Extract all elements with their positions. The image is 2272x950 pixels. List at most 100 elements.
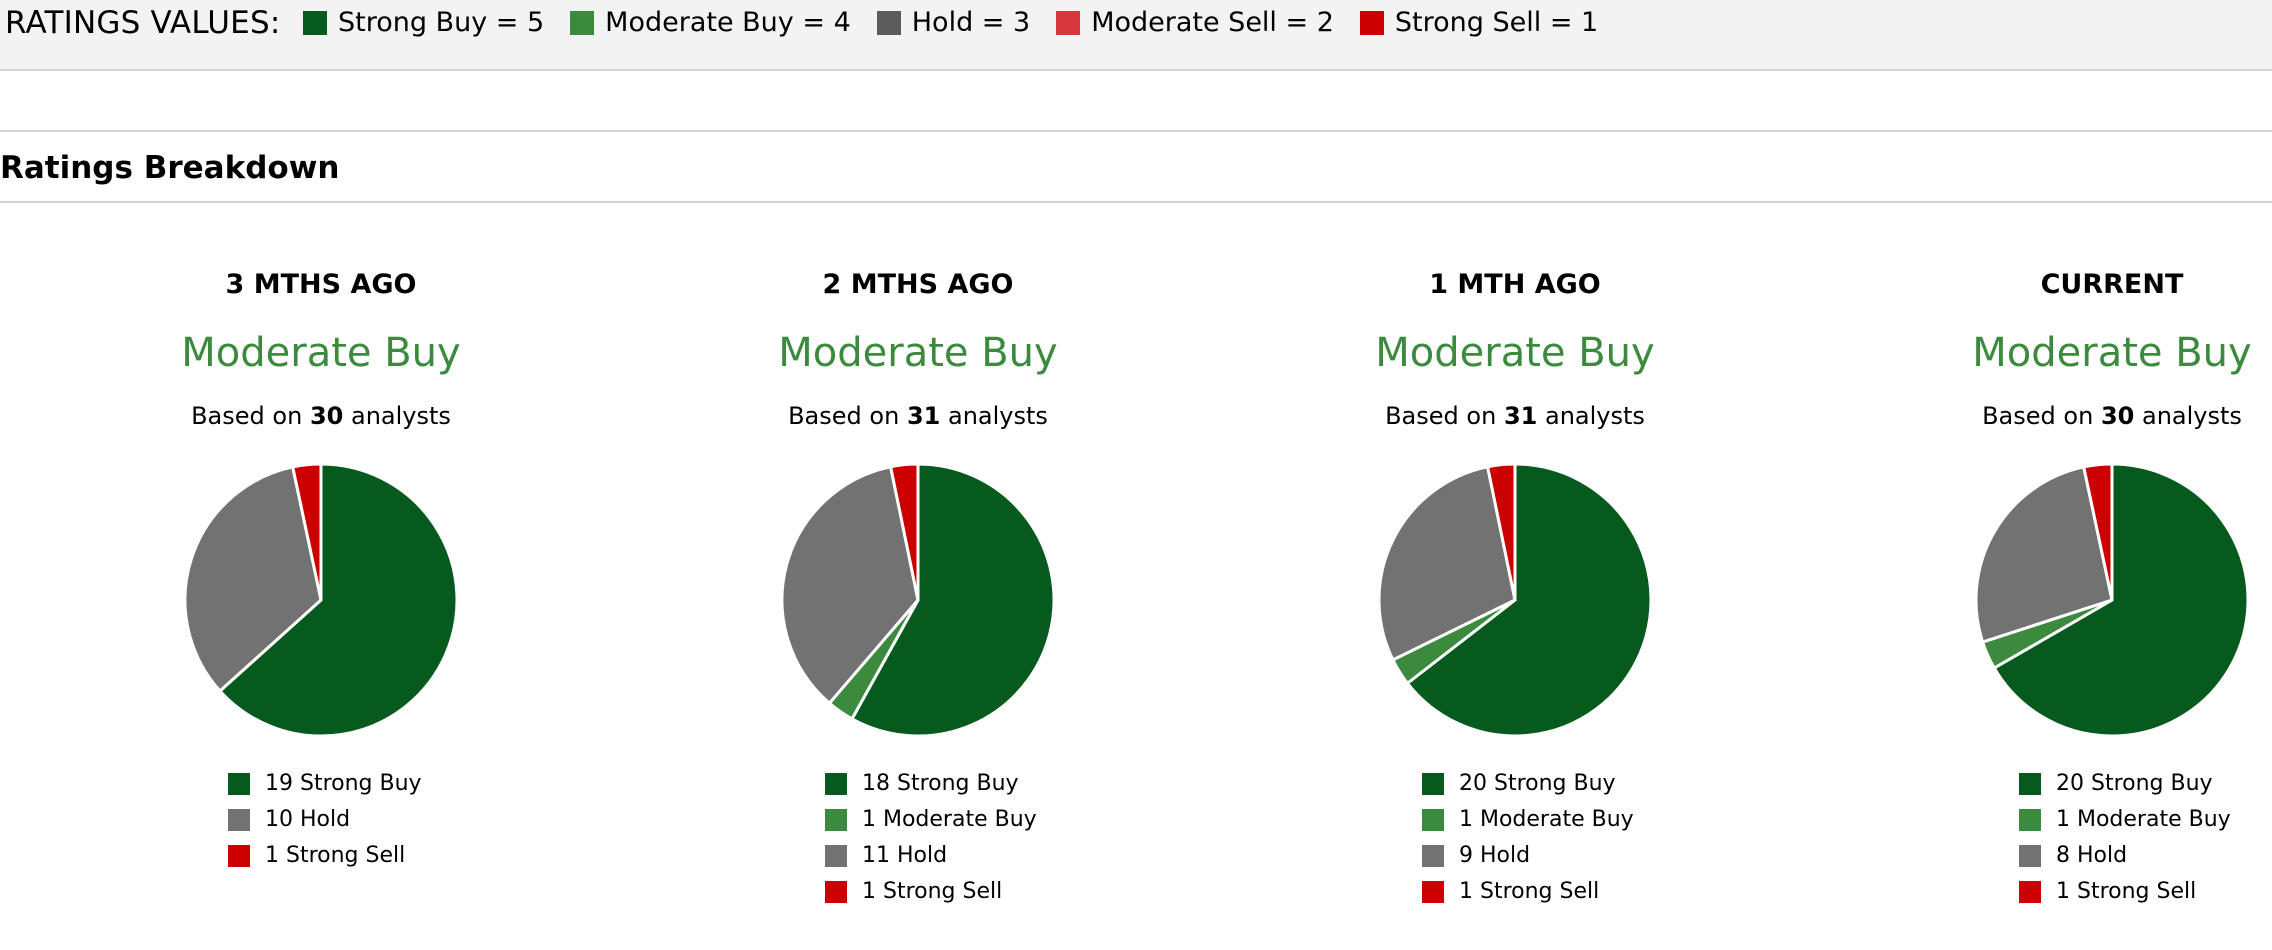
- ratings-values-legend: Strong Buy = 5 Moderate Buy = 4 Hold = 3…: [303, 2, 1624, 44]
- legend-item-strong-sell: 1 Strong Sell: [228, 838, 405, 874]
- analyst-basis: Based on 31 analysts: [620, 398, 1216, 434]
- rating-value-label: Moderate Buy = 4: [605, 7, 851, 38]
- legend-swatch: [228, 809, 250, 831]
- analysts-text: analysts: [947, 402, 1048, 430]
- pie-slice-hold[interactable]: [1974, 465, 2114, 644]
- period-label: 1 MTH AGO: [1429, 269, 1601, 300]
- legend-item-strong-buy: 18 Strong Buy: [825, 766, 1019, 802]
- rating-value-hold: Hold = 3: [876, 2, 1031, 44]
- legend-swatch: [1422, 881, 1444, 903]
- ratings-pie-chart: [1974, 462, 2250, 738]
- legend-item-moderate-buy: 1 Moderate Buy: [825, 802, 1037, 838]
- legend-label: 1 Strong Sell: [265, 843, 406, 868]
- legend-item-hold: 10 Hold: [228, 802, 350, 838]
- analyst-count: 30: [309, 402, 344, 430]
- hold-swatch: [876, 11, 901, 35]
- legend-label: 19 Strong Buy: [265, 771, 422, 796]
- legend-label: 9 Hold: [1459, 843, 1531, 868]
- pie-slice-strong-sell[interactable]: [1486, 462, 1517, 602]
- rating-value-label: Strong Sell = 1: [1394, 7, 1599, 38]
- ratings-panel-current: CURRENT Moderate Buy Based on 30 analyst…: [1814, 262, 2272, 912]
- legend-label: 8 Hold: [2056, 843, 2128, 868]
- pie-slice-strong-buy[interactable]: [1992, 462, 2250, 738]
- pie-slice-hold[interactable]: [183, 465, 323, 693]
- legend-swatch: [1422, 773, 1444, 795]
- legend-swatch: [2019, 809, 2041, 831]
- consensus-rating: Moderate Buy: [1375, 330, 1655, 376]
- consensus-rating: Moderate Buy: [181, 330, 461, 376]
- legend-swatch: [228, 773, 250, 795]
- period-label: 2 MTHS AGO: [822, 269, 1014, 300]
- analysts-text: analysts: [2141, 402, 2242, 430]
- legend-item-strong-buy: 20 Strong Buy: [1422, 766, 1616, 802]
- ratings-pie-chart: [1377, 462, 1653, 738]
- legend-swatch: [825, 773, 847, 795]
- legend-label: 1 Moderate Buy: [1459, 807, 1634, 832]
- rating-value-moderate-buy: Moderate Buy = 4: [570, 2, 851, 44]
- based-on-text: Based on: [788, 402, 900, 430]
- ratings-values-title: RATINGS VALUES:: [5, 5, 281, 41]
- legend-swatch: [825, 845, 847, 867]
- legend-label: 1 Strong Sell: [862, 879, 1003, 904]
- pie-slice-strong-buy[interactable]: [850, 462, 1056, 738]
- divider: [0, 130, 2272, 132]
- legend-swatch: [2019, 881, 2041, 903]
- analysts-text: analysts: [1544, 402, 1645, 430]
- legend-swatch: [825, 881, 847, 903]
- analyst-count: 31: [1503, 402, 1538, 430]
- analyst-basis: Based on 30 analysts: [1814, 398, 2272, 434]
- pie-slice-strong-sell[interactable]: [889, 462, 920, 602]
- legend-item-moderate-buy: 1 Moderate Buy: [2019, 802, 2231, 838]
- legend-swatch: [2019, 773, 2041, 795]
- rating-value-label: Moderate Sell = 2: [1091, 7, 1334, 38]
- strong-buy-swatch: [303, 11, 327, 35]
- legend-item-hold: 9 Hold: [1422, 838, 1530, 874]
- pie-slice-hold[interactable]: [1377, 465, 1517, 662]
- ratings-values-bar: RATINGS VALUES: Strong Buy = 5 Moderate …: [0, 0, 2272, 71]
- legend-item-hold: 11 Hold: [825, 838, 947, 874]
- legend-label: 10 Hold: [265, 807, 351, 832]
- legend-swatch: [825, 809, 847, 831]
- pie-slice-strong-buy[interactable]: [218, 462, 459, 738]
- legend-item-strong-sell: 1 Strong Sell: [825, 874, 1002, 910]
- moderate-sell-swatch: [1056, 11, 1081, 35]
- legend-swatch: [228, 845, 250, 867]
- legend-swatch: [2019, 845, 2041, 867]
- legend-item-hold: 8 Hold: [2019, 838, 2127, 874]
- pie-slice-strong-sell[interactable]: [2082, 462, 2114, 602]
- consensus-rating: Moderate Buy: [1972, 330, 2252, 376]
- legend-label: 18 Strong Buy: [862, 771, 1019, 796]
- period-label: CURRENT: [2040, 269, 2184, 300]
- rating-value-label: Strong Buy = 5: [338, 7, 545, 38]
- based-on-text: Based on: [1385, 402, 1497, 430]
- legend-label: 20 Strong Buy: [2056, 771, 2213, 796]
- analyst-basis: Based on 30 analysts: [23, 398, 619, 434]
- legend-swatch: [1422, 845, 1444, 867]
- section-title: Ratings Breakdown: [0, 150, 340, 186]
- legend-item-strong-sell: 1 Strong Sell: [1422, 874, 1599, 910]
- rating-value-moderate-sell: Moderate Sell = 2: [1056, 2, 1334, 44]
- legend-item-strong-buy: 19 Strong Buy: [228, 766, 422, 802]
- rating-value-strong-buy: Strong Buy = 5: [303, 2, 544, 44]
- pie-slice-strong-sell[interactable]: [291, 462, 323, 602]
- legend-item-strong-buy: 20 Strong Buy: [2019, 766, 2213, 802]
- period-label: 3 MTHS AGO: [225, 269, 417, 300]
- analyst-count: 30: [2100, 402, 2135, 430]
- pie-slice-strong-buy[interactable]: [1405, 462, 1653, 738]
- based-on-text: Based on: [1982, 402, 2094, 430]
- divider: [0, 201, 2272, 203]
- analyst-count: 31: [906, 402, 941, 430]
- legend-label: 1 Strong Sell: [1459, 879, 1600, 904]
- legend-label: 11 Hold: [862, 843, 948, 868]
- rating-value-label: Hold = 3: [911, 7, 1031, 38]
- ratings-panel-1-month-ago: 1 MTH AGO Moderate Buy Based on 31 analy…: [1217, 262, 1813, 912]
- ratings-pie-chart: [183, 462, 459, 738]
- rating-value-strong-sell: Strong Sell = 1: [1359, 2, 1599, 44]
- analysts-text: analysts: [350, 402, 451, 430]
- pie-slice-hold[interactable]: [780, 465, 920, 705]
- legend-item-moderate-buy: 1 Moderate Buy: [1422, 802, 1634, 838]
- moderate-buy-swatch: [570, 11, 595, 35]
- consensus-rating: Moderate Buy: [778, 330, 1058, 376]
- legend-label: 20 Strong Buy: [1459, 771, 1616, 796]
- ratings-panel-3-months-ago: 3 MTHS AGO Moderate Buy Based on 30 anal…: [23, 262, 619, 912]
